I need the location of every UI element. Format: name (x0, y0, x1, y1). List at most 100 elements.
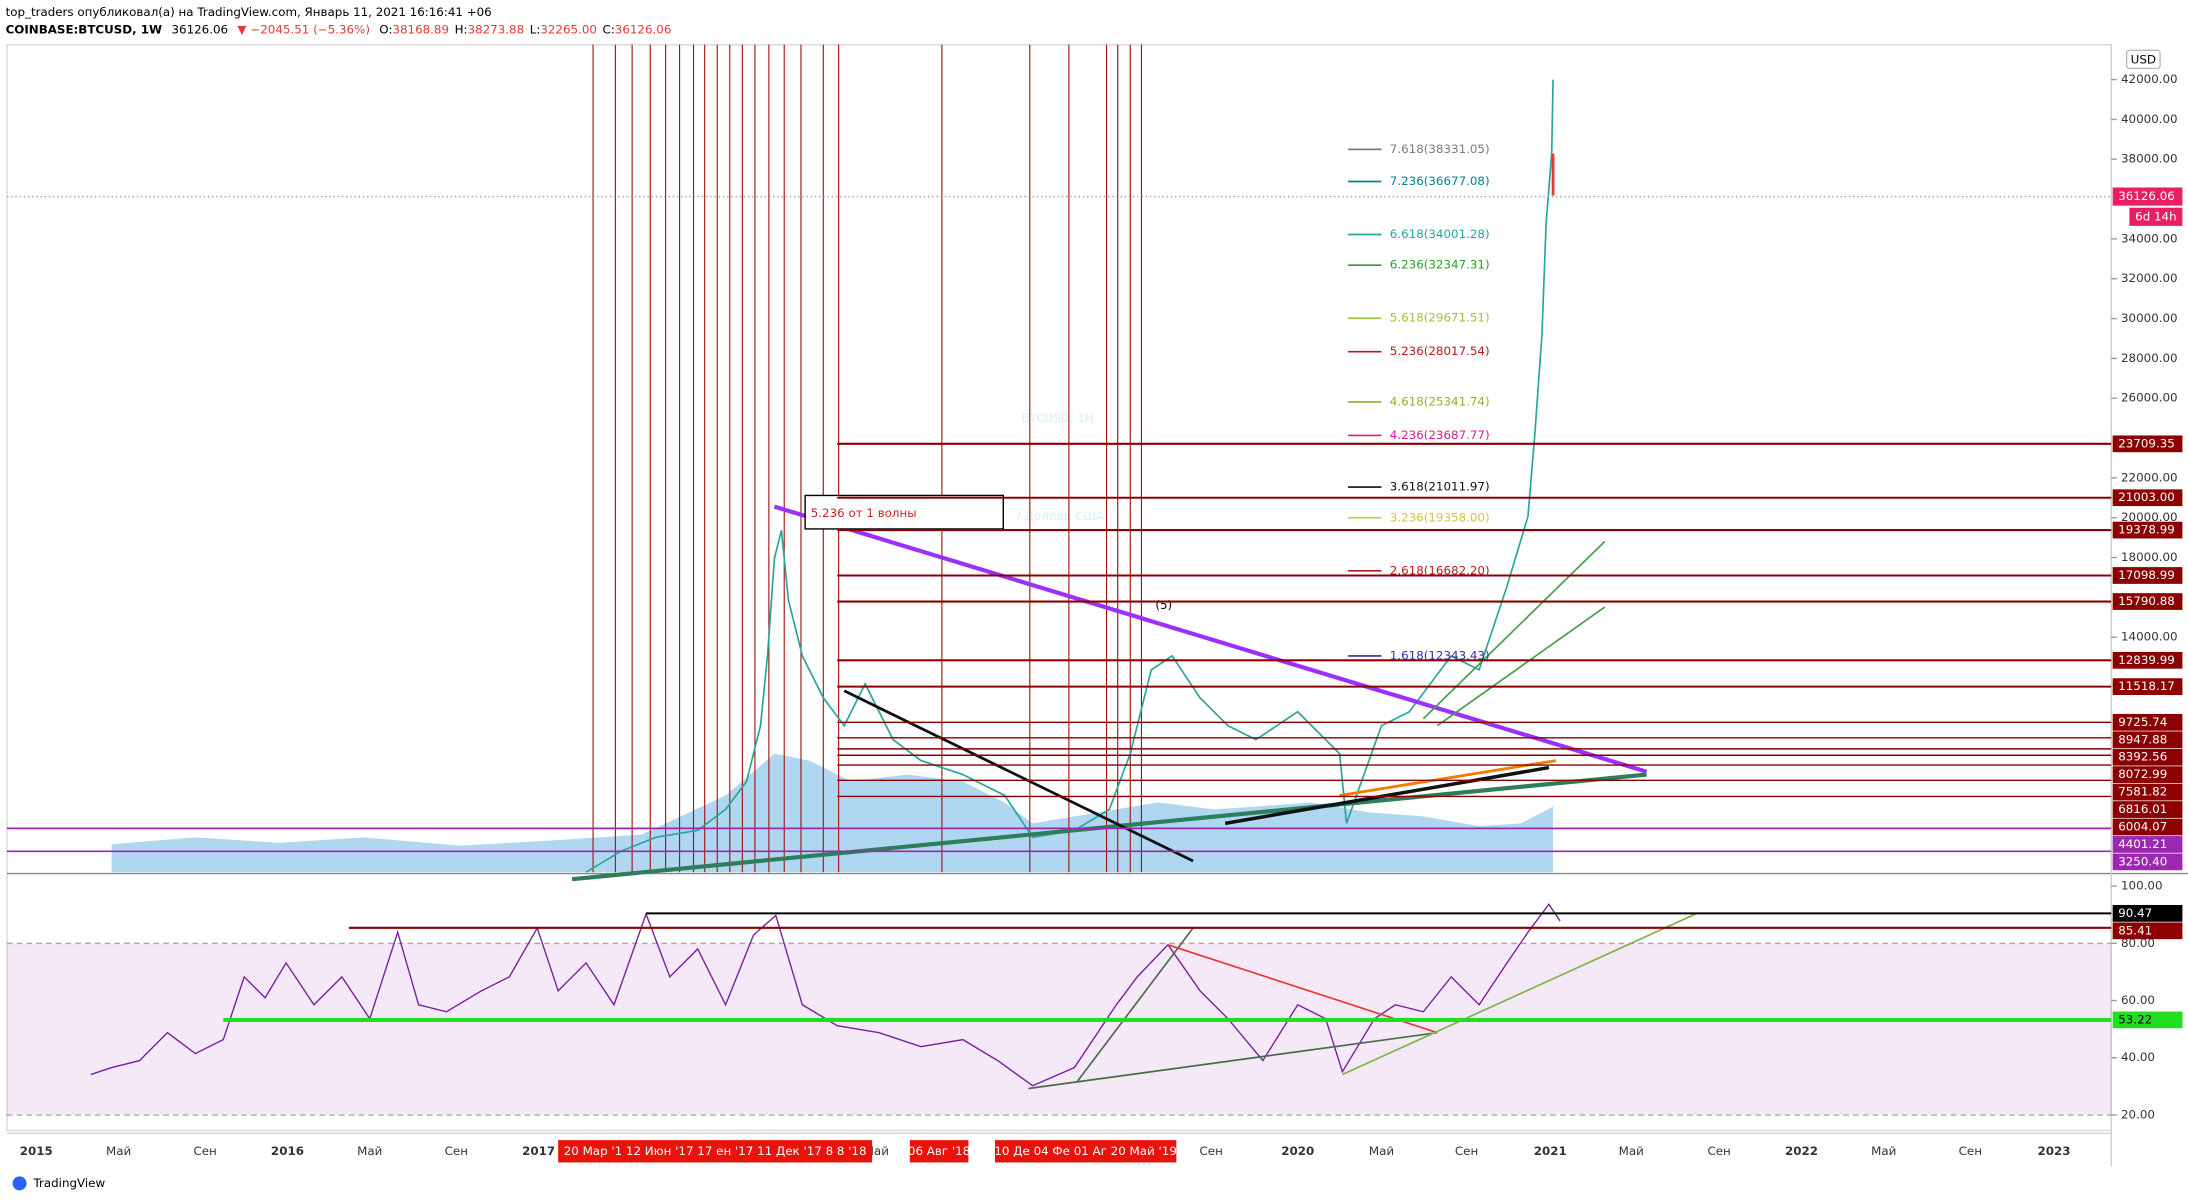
y-tick-label: 42000.00 (2121, 72, 2178, 86)
annotation-box (804, 494, 1004, 530)
publisher: top_traders опубликовал(а) на TradingVie… (6, 5, 492, 19)
y-tick-label: 40000.00 (2121, 112, 2178, 126)
level-label: 4401.21 (2118, 837, 2167, 851)
level-label-box (2112, 731, 2183, 749)
watermark-title: BTCUSD, 1H (1022, 411, 1094, 425)
rsi-band (6, 943, 2112, 1116)
logo (12, 1176, 27, 1191)
trend-line (773, 504, 1648, 774)
annotation: 5.236 от 1 волны (811, 506, 917, 520)
y-tick-label: 26000.00 (2121, 391, 2178, 405)
date-tag-box (558, 1140, 873, 1163)
symbol-line: COINBASE:BTCUSD, 1W 36126.06 ▼ −2045.51 … (6, 22, 672, 36)
date-tag: 06 Авг '18 (908, 1144, 970, 1158)
trend-line (571, 772, 1647, 882)
level-label: 11518.17 (2118, 679, 2175, 693)
level-label: 12839.99 (2118, 653, 2175, 667)
currency-box (2125, 49, 2161, 70)
y-tick-label: 38000.00 (2121, 152, 2178, 166)
date-tag-box (909, 1140, 969, 1163)
volume-area (111, 753, 1554, 873)
symbol: COINBASE:BTCUSD, 1W (6, 22, 163, 36)
change: ▼ −2045.51 (−5.36%) (237, 22, 370, 36)
level-label-box (2112, 818, 2183, 836)
ohlc-label: O: (379, 22, 392, 36)
level-label-box (2112, 748, 2183, 766)
level-label: 19378.99 (2118, 523, 2175, 537)
rsi-trend (1076, 927, 1194, 1083)
y-tick-label: 34000.00 (2121, 231, 2178, 245)
fib-label: 3.618(21011.97) (1390, 480, 1490, 494)
y-tick-label: 80.00 (2121, 936, 2155, 950)
ohlc-value: 38168.89 (392, 22, 449, 36)
wave-label: (5) (1155, 598, 1172, 612)
ohlc-label: C: (603, 22, 615, 36)
fib-label: 5.236(28017.54) (1390, 344, 1490, 358)
date-tag: 10 Де 04 Фе 01 Аг 20 Май '19 (994, 1144, 1177, 1158)
y-tick-label: 40.00 (2121, 1050, 2155, 1064)
level-label-box (2112, 567, 2183, 584)
rsi-trend (1342, 913, 1696, 1076)
countdown-box (2129, 207, 2183, 226)
x-tick-label: Май (106, 1144, 131, 1158)
level-label-box (2112, 853, 2183, 871)
fib-label: 7.618(38331.05) (1390, 142, 1490, 156)
level-label: 8072.99 (2118, 767, 2167, 781)
x-tick-label: 2017 (522, 1144, 555, 1158)
level-label-box (2112, 521, 2183, 539)
y-tick-label: 32000.00 (2121, 271, 2178, 285)
trend-line (1224, 765, 1550, 826)
y-tick-label: 28000.00 (2121, 351, 2178, 365)
level-label: 15790.88 (2118, 594, 2175, 608)
level-label: 6816.01 (2118, 802, 2167, 816)
x-tick-label: Сен (1200, 1144, 1223, 1158)
x-tick-label: 2016 (271, 1144, 304, 1158)
last-price-box (2112, 187, 2183, 206)
level-label-box (2112, 489, 2183, 507)
level-label-box (2112, 766, 2183, 784)
level-label: 53.22 (2118, 1012, 2152, 1026)
level-label: 8392.56 (2118, 750, 2167, 764)
y-tick-label: 14000.00 (2121, 630, 2178, 644)
level-label-box (2112, 783, 2183, 801)
level-label-box (2112, 651, 2183, 669)
ohlc-label: L: (530, 22, 541, 36)
level-label: 6004.07 (2118, 819, 2167, 833)
x-tick-label: 2020 (1281, 1144, 1314, 1158)
y-tick-label: 22000.00 (2121, 470, 2178, 484)
level-label-box (2112, 801, 2183, 818)
x-tick-label: 2021 (1534, 1144, 1567, 1158)
level-label: 8947.88 (2118, 732, 2167, 746)
last-price: 36126.06 (2118, 189, 2175, 203)
x-tick-label: Май (1619, 1144, 1644, 1158)
x-tick-label: 2015 (20, 1144, 53, 1158)
level-label: 21003.00 (2118, 490, 2175, 504)
level-label: 23709.35 (2118, 436, 2175, 450)
date-tag: 20 Мар '1 12 Июн '17 17 ен '17 11 Дек '1… (564, 1144, 867, 1158)
fib-label: 6.618(34001.28) (1390, 227, 1490, 241)
level-label-box (2112, 435, 2183, 453)
level-label: 9725.74 (2118, 715, 2167, 729)
x-tick-label: Сен (193, 1144, 216, 1158)
fib-label: 4.236(23687.77) (1390, 428, 1490, 442)
level-label: 90.47 (2118, 906, 2152, 920)
currency: USD (2131, 53, 2156, 67)
price-path (585, 79, 1554, 873)
y-tick-label: 100.00 (2121, 879, 2162, 893)
y-tick-label: 18000.00 (2121, 550, 2178, 564)
trend-line (1339, 759, 1557, 797)
y-tick-label: 30000.00 (2121, 311, 2178, 325)
ohlc-value: 36126.06 (615, 22, 672, 36)
watermark-subtitle: / Доллар США (1017, 509, 1105, 523)
vertical-lines (592, 44, 1143, 873)
x-tick-label: Сен (1455, 1144, 1478, 1158)
x-tick-label: Май (357, 1144, 382, 1158)
fib-label: 2.618(16682.20) (1390, 563, 1490, 577)
x-tick-label: 2022 (1785, 1144, 1818, 1158)
ohlc-value: 32265.00 (540, 22, 597, 36)
footer: TradingView (32, 1176, 105, 1190)
level-label-box (2112, 593, 2183, 610)
date-tag-box (994, 1140, 1177, 1163)
y-tick-label: 20000.00 (2121, 510, 2178, 524)
